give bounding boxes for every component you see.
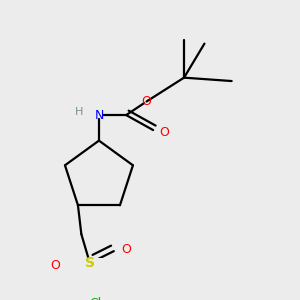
Text: O: O	[142, 95, 152, 108]
Text: H: H	[75, 107, 83, 117]
Text: Cl: Cl	[89, 297, 101, 300]
Text: S: S	[85, 256, 95, 270]
Text: O: O	[50, 259, 60, 272]
Text: O: O	[159, 126, 169, 139]
Text: N: N	[94, 109, 104, 122]
Text: O: O	[122, 243, 132, 256]
